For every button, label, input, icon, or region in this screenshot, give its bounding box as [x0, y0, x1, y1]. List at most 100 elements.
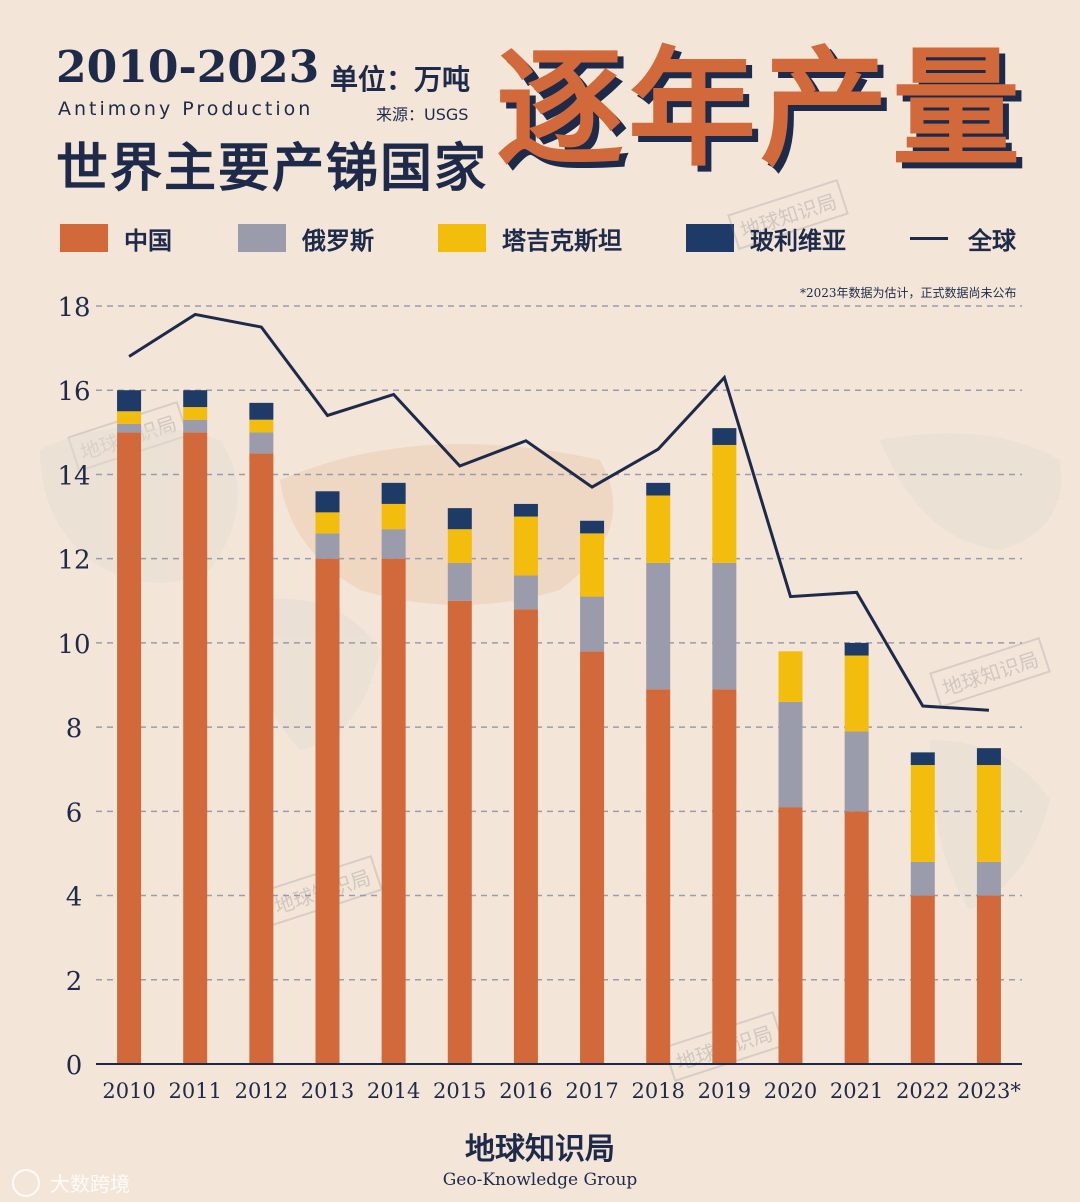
- bar-segment-2: [183, 419, 208, 433]
- global-total-line: [128, 312, 990, 712]
- bar-segment-3: [447, 529, 472, 563]
- bar-segment-2: [249, 432, 274, 454]
- legend-label: 中国: [124, 226, 172, 255]
- footer-logo-icon: [12, 1168, 40, 1197]
- bar-segment-1: [315, 558, 340, 1064]
- brand-name-en: Geo-Knowledge Group: [442, 1170, 638, 1190]
- bar-segment-3: [513, 516, 538, 576]
- bar-segment-3: [910, 765, 935, 862]
- bar-segment-2: [513, 575, 538, 610]
- x-tick-label: 2020: [764, 1079, 817, 1103]
- x-tick-label: 2013: [301, 1079, 354, 1103]
- legend-item-russia: 俄罗斯: [238, 218, 374, 258]
- x-tick-label: 2011: [168, 1079, 221, 1103]
- x-tick-label: 2019: [698, 1079, 751, 1103]
- bar-segment-1: [646, 689, 671, 1064]
- bar-segment-3: [580, 533, 605, 597]
- years-range: 2010-2023: [56, 42, 320, 93]
- bar-segment-2: [646, 562, 671, 690]
- bar-segment-2: [117, 423, 142, 433]
- legend-swatch-tajikistan: [438, 224, 486, 252]
- y-tick-label: 2: [66, 967, 83, 997]
- y-tick-label: 0: [66, 1051, 83, 1081]
- legend-item-china: 中国: [60, 218, 172, 258]
- legend-swatch-russia: [238, 224, 286, 252]
- bar-segment-4: [315, 491, 340, 513]
- bar-segment-1: [910, 895, 935, 1064]
- stacked-bar-chart: 0 2 4 6 8 10 12 14 16 18 2010 2011 2012 2013 2014 2015 2…: [40, 293, 1062, 1103]
- bar-segment-1: [513, 609, 538, 1064]
- bar-segment-4: [910, 752, 935, 766]
- big-title: 逐年产量: [496, 35, 1025, 184]
- bar-segment-2: [580, 596, 605, 652]
- unit-label: 单位：万吨: [330, 63, 471, 96]
- legend-swatch-bolivia: [686, 224, 734, 252]
- bar-segment-4: [381, 482, 406, 504]
- bar-segment-1: [712, 689, 737, 1064]
- legend-label: 全球: [968, 226, 1016, 255]
- subtitle-en: Antimony Production: [58, 98, 314, 120]
- bar-segment-3: [315, 512, 340, 534]
- bar-segment-3: [117, 411, 142, 424]
- bar-segment-1: [976, 895, 1001, 1064]
- bar-segment-4: [976, 748, 1001, 766]
- y-tick-label: 18: [57, 293, 90, 323]
- bar-segment-4: [580, 520, 605, 534]
- x-tick-label: 2017: [565, 1079, 618, 1103]
- bar-segment-1: [249, 453, 274, 1064]
- bar-segment-4: [117, 390, 142, 412]
- bar-segment-2: [315, 533, 340, 559]
- bar-segment-4: [844, 642, 869, 656]
- bar-segment-2: [844, 731, 869, 812]
- x-tick-label: 2016: [499, 1079, 552, 1103]
- footer-watermark: 大数跨境: [12, 1168, 130, 1197]
- x-tick-label: 2023*: [957, 1079, 1021, 1103]
- x-tick-label: 2010: [102, 1079, 155, 1103]
- estimate-note: *2023年数据为估计，正式数据尚未公布: [800, 286, 1017, 300]
- legend-label: 玻利维亚: [750, 226, 846, 255]
- bar-segment-3: [778, 651, 803, 702]
- bar-segment-3: [381, 503, 406, 530]
- brand: 地球知识局 Geo-Knowledge Group: [0, 1124, 1080, 1190]
- bar-segment-1: [580, 651, 605, 1064]
- legend-line-global: [910, 236, 948, 240]
- y-tick-label: 16: [57, 377, 90, 407]
- legend-swatch-china: [60, 224, 108, 252]
- bar-segment-1: [447, 600, 472, 1064]
- x-tick-label: 2014: [367, 1079, 420, 1103]
- legend: 中国 俄罗斯 塔吉克斯坦 玻利维亚 全球: [60, 218, 1040, 258]
- bar-segment-3: [183, 407, 208, 420]
- title-cn: 世界主要产锑国家: [56, 138, 489, 199]
- bar-segment-4: [183, 390, 208, 408]
- bar-segment-1: [183, 432, 208, 1064]
- header: 2010-2023 单位：万吨 Antimony Production 来源：U…: [0, 0, 1080, 200]
- bar-segment-2: [910, 861, 935, 896]
- bar-segment-1: [381, 558, 406, 1064]
- brand-name-cn: 地球知识局: [465, 1132, 615, 1167]
- source-label: 来源：USGS: [376, 105, 469, 124]
- bar-segment-2: [712, 562, 737, 690]
- legend-item-tajikistan: 塔吉克斯坦: [438, 218, 622, 258]
- legend-item-global: 全球: [910, 218, 1016, 258]
- bar-segment-3: [249, 419, 274, 433]
- y-tick-label: 10: [57, 630, 90, 660]
- legend-label: 俄罗斯: [302, 226, 374, 255]
- bar-segment-3: [844, 655, 869, 732]
- x-tick-label: 2022: [896, 1079, 949, 1103]
- legend-item-bolivia: 玻利维亚: [686, 218, 846, 258]
- x-tick-label: 2018: [631, 1079, 684, 1103]
- bar-segment-1: [844, 811, 869, 1064]
- bar-segment-2: [381, 529, 406, 559]
- bar-segment-4: [249, 402, 274, 420]
- y-tick-label: 12: [57, 546, 90, 576]
- x-tick-label: 2012: [235, 1079, 288, 1103]
- y-tick-label: 14: [57, 461, 90, 491]
- bar-segment-3: [646, 495, 671, 563]
- bar-segment-4: [447, 508, 472, 530]
- bar-segment-2: [778, 701, 803, 808]
- bar-segment-3: [712, 444, 737, 563]
- x-tick-label: 2015: [433, 1079, 486, 1103]
- legend-label: 塔吉克斯坦: [502, 226, 622, 255]
- bar-segment-2: [447, 562, 472, 601]
- y-tick-label: 8: [66, 714, 83, 744]
